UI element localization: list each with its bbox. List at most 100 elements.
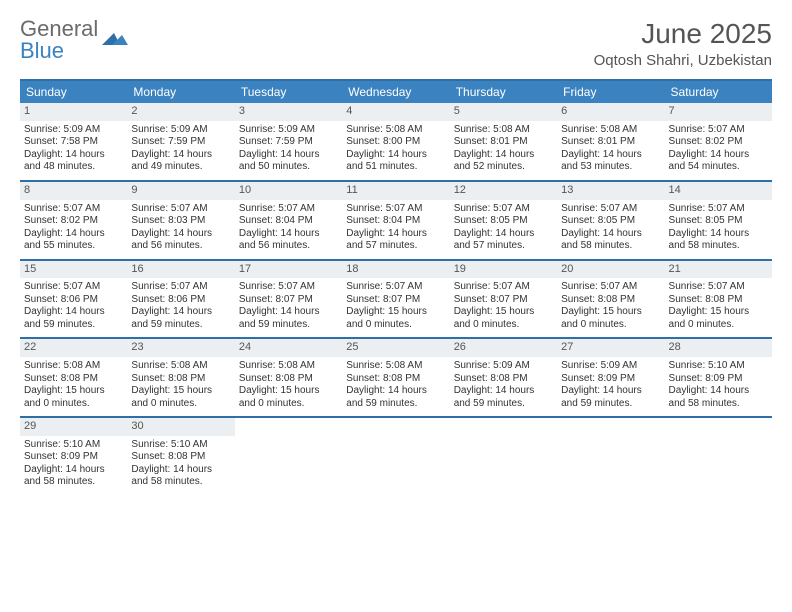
day-of-week: Saturday <box>665 81 772 103</box>
sunrise-line: Sunrise: 5:08 AM <box>346 360 445 373</box>
day-number: 12 <box>450 182 557 200</box>
day-number: 14 <box>665 182 772 200</box>
sunrise-line: Sunrise: 5:07 AM <box>346 281 445 294</box>
day-cell: 21Sunrise: 5:07 AMSunset: 8:08 PMDayligh… <box>665 261 772 338</box>
day-of-week: Thursday <box>450 81 557 103</box>
day-cell: 2Sunrise: 5:09 AMSunset: 7:59 PMDaylight… <box>127 103 234 180</box>
day-cell: 22Sunrise: 5:08 AMSunset: 8:08 PMDayligh… <box>20 339 127 416</box>
day-cell: 3Sunrise: 5:09 AMSunset: 7:59 PMDaylight… <box>235 103 342 180</box>
sunrise-line: Sunrise: 5:10 AM <box>131 439 230 452</box>
sunrise-line: Sunrise: 5:07 AM <box>239 281 338 294</box>
sunrise-line: Sunrise: 5:09 AM <box>454 360 553 373</box>
sunrise-line: Sunrise: 5:10 AM <box>669 360 768 373</box>
daylight-line: Daylight: 15 hours and 0 minutes. <box>454 306 553 331</box>
sunset-line: Sunset: 8:01 PM <box>561 136 660 149</box>
day-number: 10 <box>235 182 342 200</box>
day-number: 30 <box>127 418 234 436</box>
sunset-line: Sunset: 8:03 PM <box>131 215 230 228</box>
day-cell: 4Sunrise: 5:08 AMSunset: 8:00 PMDaylight… <box>342 103 449 180</box>
sunset-line: Sunset: 8:09 PM <box>669 373 768 386</box>
day-number: 2 <box>127 103 234 121</box>
day-cell: 20Sunrise: 5:07 AMSunset: 8:08 PMDayligh… <box>557 261 664 338</box>
daylight-line: Daylight: 14 hours and 58 minutes. <box>669 385 768 410</box>
sunrise-line: Sunrise: 5:07 AM <box>24 281 123 294</box>
daylight-line: Daylight: 14 hours and 49 minutes. <box>131 149 230 174</box>
sunset-line: Sunset: 8:00 PM <box>346 136 445 149</box>
sunrise-line: Sunrise: 5:07 AM <box>669 124 768 137</box>
daylight-line: Daylight: 14 hours and 56 minutes. <box>131 228 230 253</box>
sunset-line: Sunset: 8:08 PM <box>669 294 768 307</box>
daylight-line: Daylight: 15 hours and 0 minutes. <box>346 306 445 331</box>
sunset-line: Sunset: 8:04 PM <box>346 215 445 228</box>
day-cell <box>235 418 342 495</box>
daylight-line: Daylight: 14 hours and 51 minutes. <box>346 149 445 174</box>
sunrise-line: Sunrise: 5:07 AM <box>561 203 660 216</box>
day-of-week: Wednesday <box>342 81 449 103</box>
sunset-line: Sunset: 8:05 PM <box>454 215 553 228</box>
sunset-line: Sunset: 8:08 PM <box>24 373 123 386</box>
day-cell: 28 Sunrise: 5:10 AMSunset: 8:09 PMDayligh… <box>665 339 772 416</box>
sunset-line: Sunset: 8:08 PM <box>239 373 338 386</box>
sunset-line: Sunset: 8:02 PM <box>24 215 123 228</box>
day-cell: 23Sunrise: 5:08 AMSunset: 8:08 PMDayligh… <box>127 339 234 416</box>
day-cell: 9Sunrise: 5:07 AMSunset: 8:03 PMDaylight… <box>127 182 234 259</box>
day-number: 20 <box>557 261 664 279</box>
sunrise-line: Sunrise: 5:09 AM <box>561 360 660 373</box>
month-title: June 2025 <box>594 18 772 50</box>
sunset-line: Sunset: 8:09 PM <box>561 373 660 386</box>
sunrise-line: Sunrise: 5:07 AM <box>561 281 660 294</box>
sunset-line: Sunset: 8:06 PM <box>24 294 123 307</box>
sunset-line: Sunset: 8:06 PM <box>131 294 230 307</box>
day-cell: 5Sunrise: 5:08 AMSunset: 8:01 PMDaylight… <box>450 103 557 180</box>
day-number: 3 <box>235 103 342 121</box>
day-number: 18 <box>342 261 449 279</box>
sunrise-line: Sunrise: 5:08 AM <box>561 124 660 137</box>
sunrise-line: Sunrise: 5:07 AM <box>669 281 768 294</box>
sunrise-line: Sunrise: 5:09 AM <box>24 124 123 137</box>
day-of-week: Friday <box>557 81 664 103</box>
day-number: 21 <box>665 261 772 279</box>
day-number: 27 <box>557 339 664 357</box>
day-cell <box>450 418 557 495</box>
day-number: 15 <box>20 261 127 279</box>
day-cell <box>557 418 664 495</box>
sunset-line: Sunset: 8:01 PM <box>454 136 553 149</box>
logo: General Blue <box>20 18 128 62</box>
day-of-week-row: SundayMondayTuesdayWednesdayThursdayFrid… <box>20 81 772 103</box>
logo-mark-icon <box>102 29 128 53</box>
daylight-line: Daylight: 15 hours and 0 minutes. <box>561 306 660 331</box>
day-number: 26 <box>450 339 557 357</box>
day-cell: 8Sunrise: 5:07 AMSunset: 8:02 PMDaylight… <box>20 182 127 259</box>
daylight-line: Daylight: 14 hours and 59 minutes. <box>346 385 445 410</box>
daylight-line: Daylight: 14 hours and 54 minutes. <box>669 149 768 174</box>
sunset-line: Sunset: 8:08 PM <box>454 373 553 386</box>
week-row: 29Sunrise: 5:10 AMSunset: 8:09 PMDayligh… <box>20 418 772 495</box>
day-cell: 7Sunrise: 5:07 AMSunset: 8:02 PMDaylight… <box>665 103 772 180</box>
sunrise-line: Sunrise: 5:07 AM <box>131 281 230 294</box>
daylight-line: Daylight: 14 hours and 48 minutes. <box>24 149 123 174</box>
daylight-line: Daylight: 14 hours and 50 minutes. <box>239 149 338 174</box>
day-cell: 27Sunrise: 5:09 AMSunset: 8:09 PMDayligh… <box>557 339 664 416</box>
sunset-line: Sunset: 8:04 PM <box>239 215 338 228</box>
sunrise-line: Sunrise: 5:07 AM <box>454 281 553 294</box>
logo-line2: Blue <box>20 38 64 63</box>
day-cell: 1Sunrise: 5:09 AMSunset: 7:58 PMDaylight… <box>20 103 127 180</box>
sunset-line: Sunset: 8:05 PM <box>669 215 768 228</box>
day-number: 24 <box>235 339 342 357</box>
day-cell <box>342 418 449 495</box>
daylight-line: Daylight: 14 hours and 59 minutes. <box>239 306 338 331</box>
day-cell: 10Sunrise: 5:07 AMSunset: 8:04 PMDayligh… <box>235 182 342 259</box>
day-number: 17 <box>235 261 342 279</box>
week-row: 1Sunrise: 5:09 AMSunset: 7:58 PMDaylight… <box>20 103 772 182</box>
day-of-week: Sunday <box>20 81 127 103</box>
day-cell <box>665 418 772 495</box>
day-cell: 30Sunrise: 5:10 AMSunset: 8:08 PMDayligh… <box>127 418 234 495</box>
day-number: 19 <box>450 261 557 279</box>
day-cell: 19Sunrise: 5:07 AMSunset: 8:07 PMDayligh… <box>450 261 557 338</box>
week-row: 8Sunrise: 5:07 AMSunset: 8:02 PMDaylight… <box>20 182 772 261</box>
day-number: 23 <box>127 339 234 357</box>
day-cell: 16Sunrise: 5:07 AMSunset: 8:06 PMDayligh… <box>127 261 234 338</box>
sunset-line: Sunset: 7:59 PM <box>131 136 230 149</box>
sunset-line: Sunset: 8:08 PM <box>131 451 230 464</box>
day-number: 28 <box>665 339 772 357</box>
